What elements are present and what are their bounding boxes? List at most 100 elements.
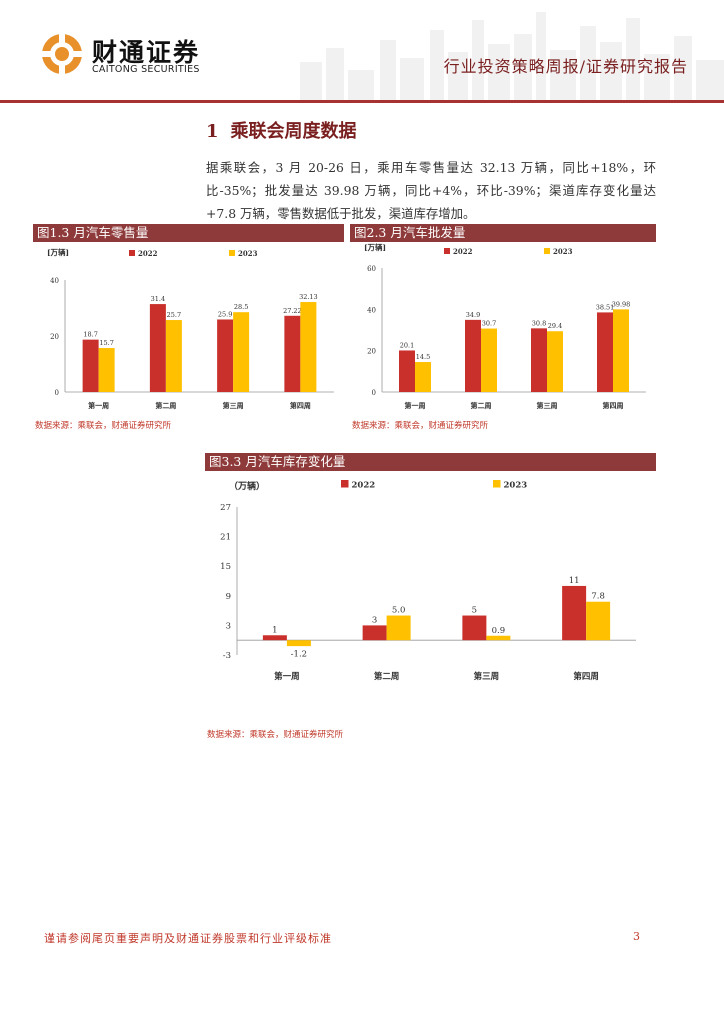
figure-3-title: 图3.3 月汽车库存变化量 (205, 453, 656, 471)
bar-value-label: 39.98 (612, 300, 631, 308)
bar-value-label: 18.7 (83, 331, 97, 339)
skyline-background-icon (300, 12, 724, 100)
bar-value-label: 29.4 (548, 322, 562, 330)
section-paragraph: 据乘联会，3 月 20-26 日，乘用车零售量达 32.13 万辆，同比+18%… (206, 160, 656, 221)
report-type-title: 行业投资策略周报/证券研究报告 (443, 57, 688, 76)
bar-2022-2 (465, 319, 481, 392)
bar-2023-2 (481, 328, 497, 392)
section-title: 乘联会周度数据 (230, 121, 357, 142)
bar-value-label: 30.7 (482, 320, 496, 328)
bar-2023-1 (98, 348, 115, 392)
y-tick-label: 15 (220, 562, 231, 572)
bar-2022-4 (562, 585, 587, 641)
figure-1-source: 数据来源：乘联会，财通证券研究所 (35, 421, 172, 431)
bar-2023-1 (415, 362, 431, 392)
y-tick-label: 40 (367, 306, 376, 314)
bar-value-label: 34.9 (466, 311, 480, 319)
y-tick-label: 60 (367, 265, 376, 273)
bar-value-label: 25.9 (218, 310, 232, 318)
bar-value-label: 20.1 (400, 341, 414, 349)
x-category-label: 第一周 (405, 401, 426, 410)
x-category-label: 第二周 (471, 401, 492, 410)
bar-2023-2 (165, 320, 182, 392)
bar-value-label: 27.22 (283, 307, 302, 315)
legend-swatch-2023 (544, 248, 550, 254)
legend-swatch-2023 (493, 480, 501, 488)
figure-3-source: 数据来源：乘联会，财通证券研究所 (207, 730, 344, 740)
y-tick-label: 0 (372, 389, 376, 397)
y-tick-label: 0 (55, 389, 59, 397)
bar-2023-4 (300, 302, 317, 392)
y-tick-label: 40 (50, 277, 59, 285)
x-category-label: 第二周 (374, 671, 400, 682)
y-tick-label: 9 (226, 592, 231, 602)
chart-svg: 0 20 40 [万辆] 2022 2023 18.715.7 第一周 31.425.7 第二周 2… (47, 247, 334, 410)
y-tick-label: 3 (226, 621, 231, 631)
bar-value-label: 31.4 (151, 295, 165, 303)
bar-value-label: 38.51 (596, 303, 615, 311)
bar-value-label: 14.5 (416, 353, 430, 361)
bar-value-label: 15.7 (99, 339, 113, 347)
figure-1-chart: 0 20 40 [万辆] 2022 2023 18.7 15.7 第一周 31.4 25.7 第二周 2… (33, 242, 344, 414)
y-tick-label: 20 (50, 333, 59, 341)
bar-value-label: 25.7 (167, 311, 181, 319)
x-category-label: 第四周 (573, 671, 599, 682)
bar-value-label: 11 (569, 576, 580, 586)
figure-2-title: 图2.3 月汽车批发量 (350, 224, 656, 242)
bar-value-label: 7.8 (591, 592, 605, 602)
bar-value-label: 28.5 (234, 303, 248, 311)
bar-2022-4 (597, 312, 613, 392)
x-category-label: 第三周 (223, 401, 244, 410)
bar-2022-1 (399, 350, 415, 392)
header-divider (0, 100, 724, 103)
bar-2022-3 (217, 319, 234, 392)
legend-label-2023: 2023 (553, 247, 573, 256)
bar-value-label: 0.9 (492, 626, 506, 636)
legend-swatch-2022 (444, 248, 450, 254)
bar-value-label: 3 (372, 615, 377, 625)
legend-swatch-2022 (341, 480, 349, 488)
figure-3-chart: -3 3 9 15 21 27 （万辆） 2022 2023 1 -1.2 第一周 3 5.0 第二周 5 0.… (205, 471, 656, 721)
bar-value-label: 1 (272, 625, 277, 635)
bar-2022-2 (362, 625, 387, 641)
bar-2023-3 (233, 312, 250, 392)
y-tick-label: 20 (367, 348, 376, 356)
bar-2022-3 (462, 615, 487, 641)
y-axis-unit: （万辆） (229, 480, 265, 492)
legend-swatch-2022 (129, 250, 135, 256)
bar-value-label: 5.0 (392, 606, 406, 616)
bar-2023-3 (486, 635, 511, 641)
bar-value-label: 30.8 (532, 319, 546, 327)
bar-2022-2 (149, 304, 166, 392)
y-axis-unit: [万辆] (47, 247, 69, 257)
bar-2023-4 (613, 309, 629, 392)
bar-2023-4 (586, 601, 611, 641)
bar-2023-2 (386, 615, 411, 641)
brand-name-en: CAITONG SECURITIES (92, 64, 200, 75)
bar-2022-4 (284, 315, 301, 392)
x-category-label: 第二周 (155, 401, 176, 410)
y-tick-label: -3 (223, 651, 231, 661)
page-header: 财通证券 CAITONG SECURITIES 行业投资策略周报/证券研究报告 (0, 0, 724, 104)
y-tick-label: 27 (220, 503, 231, 513)
legend-swatch-2023 (229, 250, 235, 256)
bar-value-label: -1.2 (291, 650, 307, 660)
figure-2-chart: 0 20 40 60 [万辆] 2022 2023 20.1 14.5 第一周 34.9 30.7 第二… (350, 242, 656, 414)
section-number: 1 (206, 121, 219, 142)
chart-svg: -3 3 9 15 21 27 （万辆） 2022 2023 1 -1.2 第一周 3 5.0 第二周 5 0.… (220, 480, 636, 682)
figure-2-source: 数据来源：乘联会，财通证券研究所 (352, 421, 489, 431)
caitong-logo-icon (42, 34, 82, 74)
bar-value-label: 32.13 (299, 293, 318, 301)
x-category-label: 第一周 (88, 401, 109, 410)
legend-label-2023: 2023 (238, 249, 258, 258)
bar-2022-3 (531, 328, 547, 392)
legend-label-2022: 2022 (453, 247, 473, 256)
chart-svg: 0 20 40 60 [万辆] 2022 2023 20.114.5 第一周 34.930.7 第二… (364, 242, 646, 410)
legend-label-2022: 2022 (352, 481, 376, 491)
x-category-label: 第三周 (474, 671, 500, 682)
y-axis-unit: [万辆] (364, 242, 386, 252)
section-heading: 1 乘联会周度数据 (206, 117, 357, 143)
page-number: 3 (633, 930, 640, 943)
x-category-label: 第一周 (274, 671, 300, 682)
y-tick-label: 21 (220, 533, 231, 543)
